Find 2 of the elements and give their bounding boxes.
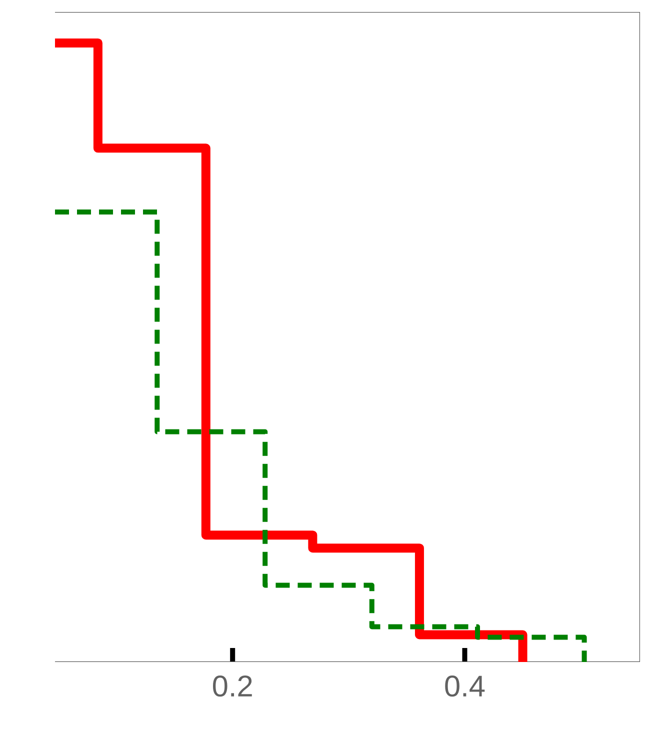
x-tick-label: 0.4	[445, 676, 485, 697]
x-tick-label: 0.2	[212, 676, 252, 697]
